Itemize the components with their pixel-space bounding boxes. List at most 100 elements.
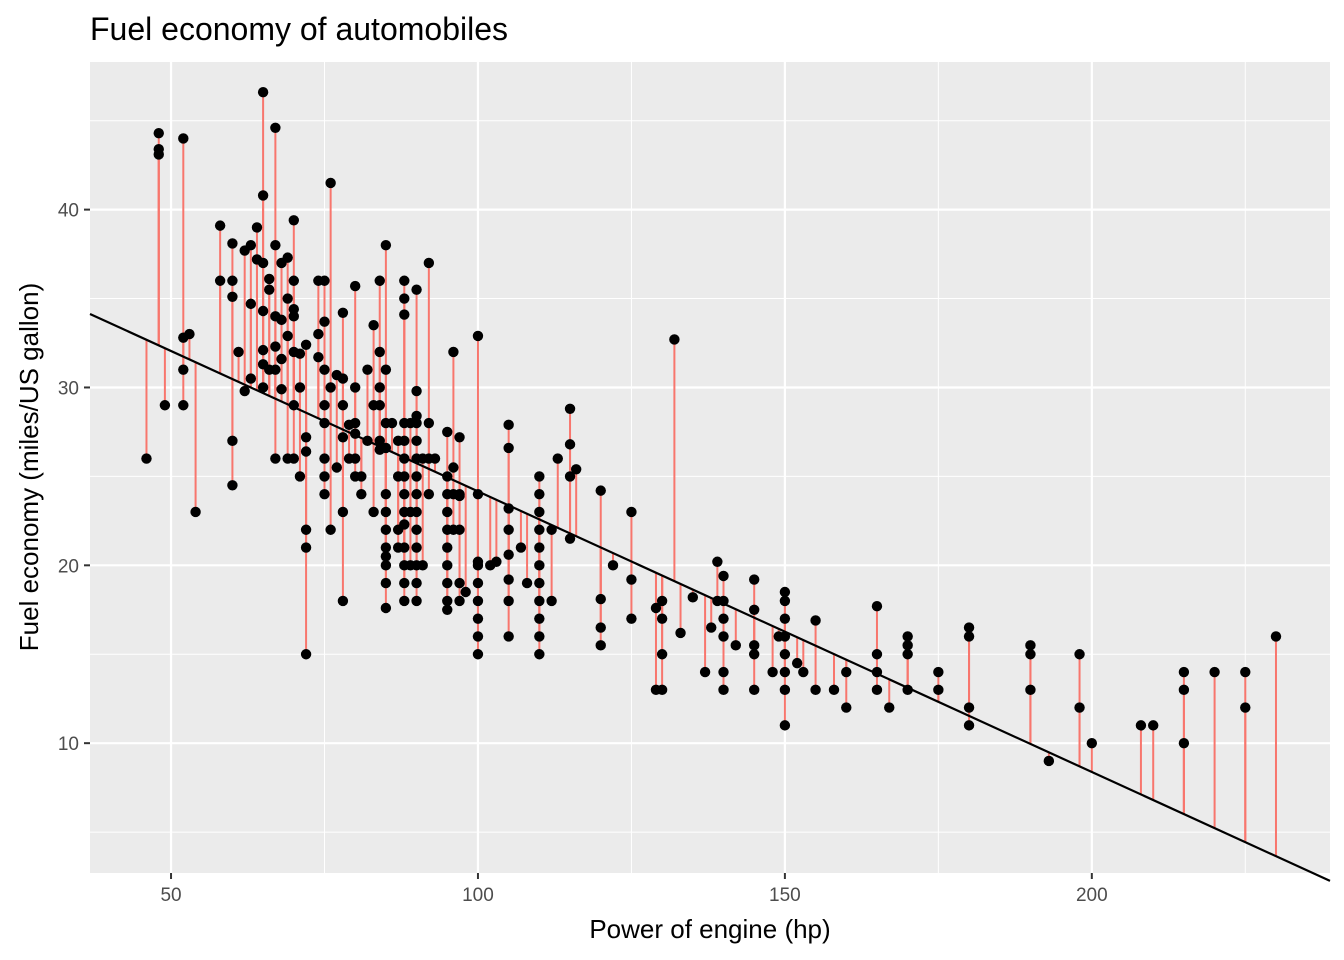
data-point: [791, 657, 803, 669]
data-point: [411, 542, 422, 553]
data-point: [227, 238, 238, 249]
data-point: [411, 488, 422, 500]
data-point: [933, 684, 944, 696]
data-point: [288, 400, 300, 411]
data-point: [270, 122, 281, 134]
data-point: [902, 631, 913, 642]
data-point: [227, 435, 238, 447]
data-point: [368, 506, 379, 518]
data-point: [1209, 666, 1220, 678]
data-point: [454, 432, 465, 443]
data-point: [718, 684, 729, 696]
data-point: [902, 684, 913, 696]
data-point: [349, 453, 361, 464]
data-point: [810, 615, 821, 626]
data-point: [423, 488, 435, 500]
data-point: [374, 435, 385, 447]
data-point: [595, 593, 606, 605]
data-point: [349, 280, 361, 292]
data-point: [472, 560, 484, 571]
data-point: [699, 666, 711, 678]
data-point: [534, 560, 545, 571]
data-point: [472, 488, 484, 500]
data-point: [356, 488, 367, 500]
data-point: [300, 432, 312, 443]
data-point: [534, 649, 545, 660]
x-axis-title: Power of engine (hp): [589, 914, 830, 944]
data-point: [429, 453, 441, 464]
data-point: [319, 488, 330, 500]
data-point: [718, 666, 729, 678]
data-point: [380, 551, 392, 562]
data-point: [257, 190, 269, 201]
data-point: [337, 373, 349, 384]
data-point: [411, 410, 422, 422]
data-point: [319, 364, 330, 375]
data-point: [423, 257, 435, 269]
data-point: [300, 339, 312, 350]
data-point: [798, 666, 809, 678]
data-point: [380, 560, 392, 571]
data-point: [399, 542, 410, 553]
data-point: [411, 524, 422, 535]
data-point: [325, 177, 336, 189]
data-point: [159, 400, 171, 411]
data-point: [411, 595, 422, 607]
data-point: [319, 316, 330, 327]
data-point: [178, 400, 189, 411]
data-point: [841, 702, 852, 713]
data-point: [779, 720, 791, 731]
data-point: [411, 471, 422, 482]
data-point: [399, 595, 410, 607]
data-point: [546, 595, 557, 607]
data-point: [380, 602, 392, 614]
data-point: [748, 574, 760, 585]
data-point: [472, 577, 484, 589]
data-point: [626, 574, 637, 585]
data-point: [1240, 666, 1251, 678]
y-tick-label: 30: [58, 378, 79, 399]
x-tick-label: 200: [1076, 885, 1108, 906]
data-point: [227, 480, 238, 491]
data-point: [748, 640, 760, 651]
data-point: [257, 257, 269, 269]
data-point: [1086, 737, 1098, 749]
data-point: [282, 293, 293, 304]
data-point: [153, 127, 164, 139]
data-point: [472, 613, 484, 624]
data-point: [718, 570, 729, 582]
data-point: [264, 284, 275, 295]
data-point: [331, 462, 342, 473]
data-point: [288, 275, 300, 286]
data-point: [399, 519, 410, 530]
data-point: [503, 549, 514, 560]
data-point: [276, 314, 287, 326]
data-point: [521, 577, 533, 589]
data-point: [380, 239, 392, 251]
data-point: [319, 417, 330, 429]
data-point: [595, 640, 606, 651]
data-point: [871, 666, 883, 678]
data-point: [374, 275, 385, 286]
data-point: [534, 542, 545, 553]
data-point: [534, 524, 545, 535]
data-point: [564, 471, 576, 482]
data-point: [337, 595, 349, 607]
data-point: [282, 330, 293, 342]
y-axis-title: Fuel economy (miles/US gallon): [14, 283, 44, 651]
data-point: [933, 666, 944, 678]
data-point: [503, 524, 514, 535]
data-point: [1178, 684, 1190, 696]
data-point: [460, 586, 471, 598]
data-point: [650, 602, 662, 614]
data-point: [380, 542, 392, 553]
data-point: [503, 574, 514, 585]
data-point: [178, 364, 189, 375]
data-point: [245, 298, 257, 310]
data-point: [1043, 755, 1055, 767]
data-point: [270, 239, 281, 251]
data-point: [184, 328, 195, 340]
data-point: [564, 533, 576, 544]
data-point: [534, 471, 545, 482]
data-point: [319, 400, 330, 411]
